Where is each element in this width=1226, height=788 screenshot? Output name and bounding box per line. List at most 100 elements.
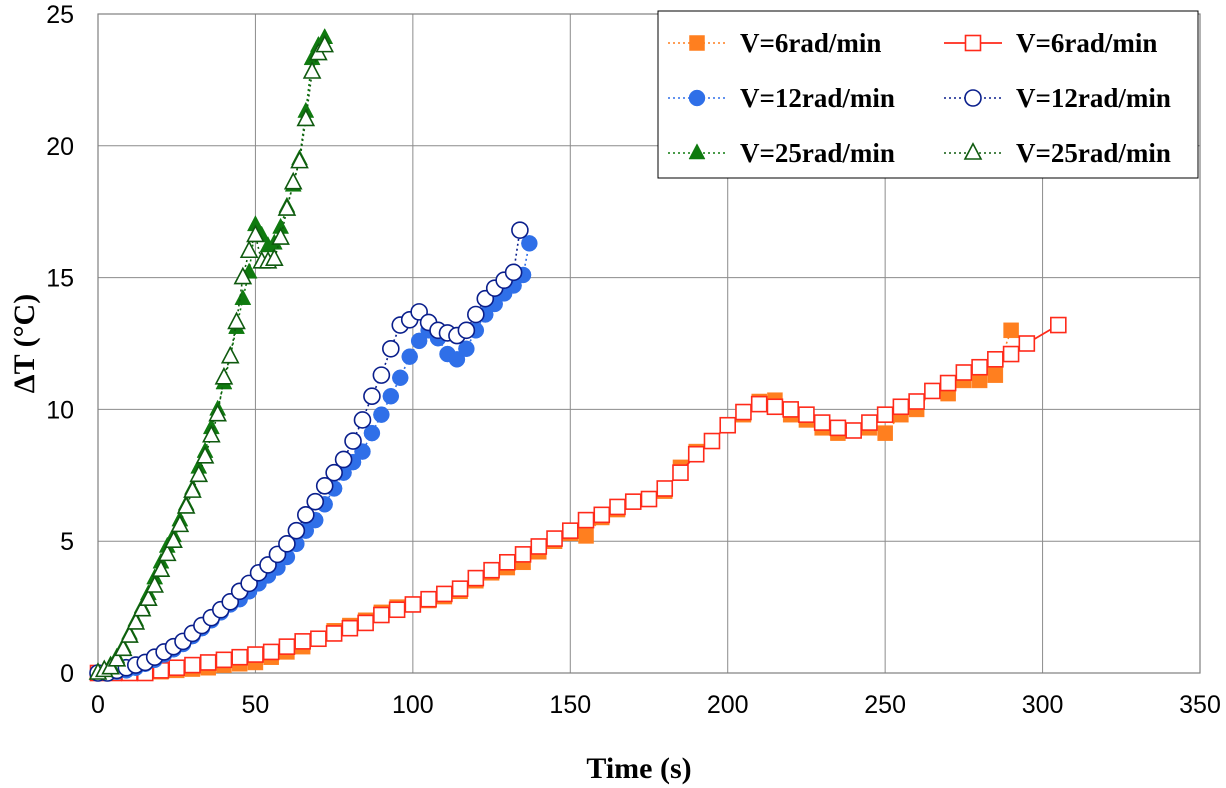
legend-marker-swatch (964, 89, 982, 107)
data-point-square (578, 528, 594, 544)
series-line (98, 230, 521, 674)
data-point-triangle (234, 288, 252, 305)
y-tick-label: 5 (60, 528, 74, 556)
data-point-square (766, 398, 784, 416)
data-point-square (231, 648, 248, 666)
data-point-square (278, 638, 296, 655)
data-point-triangle (195, 445, 215, 464)
data-point-square (199, 654, 217, 671)
data-point-triangle (277, 198, 297, 216)
legend-marker-swatch (963, 142, 983, 160)
data-point-square (530, 538, 548, 555)
data-point-square (357, 614, 374, 632)
legend-marker-swatch (688, 143, 706, 160)
data-point-triangle (107, 648, 127, 667)
legend-marker-swatch (689, 35, 705, 51)
data-point-square (499, 553, 516, 571)
data-point-circle (372, 366, 391, 384)
data-point-triangle (264, 248, 284, 266)
data-point-square (939, 374, 957, 392)
data-point-triangle (271, 227, 290, 245)
legend-box (657, 10, 1199, 179)
data-point-circle (467, 305, 485, 324)
data-point-square (687, 445, 705, 463)
legend-marker-swatch (688, 89, 706, 107)
data-point-triangle (170, 514, 190, 533)
data-point-triangle (315, 34, 335, 53)
data-point-triangle (208, 403, 227, 422)
data-point-square (483, 561, 500, 579)
data-point-square (624, 493, 642, 510)
data-point-square (987, 351, 1004, 368)
y-axis-title: ΔT (°C) (8, 294, 41, 393)
data-point-circle (334, 450, 353, 469)
data-point-square (436, 585, 453, 603)
legend-label: V=25rad/min (740, 138, 895, 168)
legend-item: V=25rad/min (944, 138, 1171, 168)
data-point-square (971, 358, 988, 376)
data-point-triangle (239, 240, 259, 259)
legend-item: V=25rad/min (668, 138, 895, 168)
x-tick-label: 150 (549, 691, 591, 719)
series-3 (89, 221, 529, 682)
y-tick-label: 0 (60, 660, 74, 688)
data-point-square (404, 596, 422, 613)
y-tick-label: 25 (46, 1, 74, 29)
series-4 (89, 27, 334, 680)
data-point-triangle (164, 530, 183, 549)
data-point-triangle (302, 61, 322, 79)
data-point-square (1050, 316, 1067, 334)
data-point-square (845, 422, 862, 439)
series-line (97, 45, 326, 674)
data-point-triangle (151, 559, 171, 577)
data-point-triangle (220, 345, 240, 364)
data-point-triangle (126, 611, 146, 630)
x-tick-label: 200 (707, 691, 749, 719)
data-point-square (672, 464, 689, 481)
data-point-circle (382, 339, 400, 358)
data-point-circle (448, 351, 466, 368)
data-point-square (861, 414, 878, 431)
x-tick-label: 350 (1179, 691, 1221, 719)
data-point-circle (401, 348, 418, 365)
legend-label: V=25rad/min (1016, 138, 1171, 168)
data-point-square (577, 511, 595, 529)
data-point-square (514, 546, 532, 563)
legend-label: V=6rad/min (740, 28, 881, 58)
x-tick-label: 50 (242, 691, 270, 719)
data-point-circle (363, 424, 381, 442)
data-point-square (877, 425, 893, 441)
legend-item: V=12rad/min (944, 83, 1171, 113)
legend-label: V=12rad/min (1016, 83, 1171, 113)
data-point-circle (297, 506, 315, 524)
data-point-square (262, 643, 280, 661)
x-tick-label: 300 (1022, 691, 1064, 719)
data-point-square (703, 432, 721, 450)
legend-label: V=6rad/min (1016, 28, 1157, 58)
data-point-circle (504, 263, 523, 282)
data-point-square (876, 406, 894, 423)
data-point-square (310, 630, 327, 648)
x-tick-label: 250 (864, 691, 906, 719)
data-point-square (215, 651, 233, 669)
data-point-square (325, 625, 343, 642)
data-point-circle (382, 387, 400, 405)
data-point-square (609, 498, 626, 516)
data-point-circle (373, 406, 390, 423)
series-2 (89, 235, 538, 682)
series-line (98, 330, 1012, 674)
series-5 (88, 34, 335, 680)
legend-marker-swatch (964, 34, 982, 52)
data-point-square (955, 364, 973, 381)
data-point-triangle (113, 638, 133, 657)
data-point-triangle (233, 266, 253, 285)
data-point-triangle (145, 575, 164, 593)
data-point-square (546, 530, 563, 547)
series-1 (89, 316, 1067, 682)
data-point-circle (458, 340, 475, 358)
data-point-square (735, 403, 752, 421)
data-point-square (593, 506, 611, 524)
data-point-square (1003, 322, 1019, 339)
data-point-square (782, 401, 799, 418)
data-point-circle (278, 535, 296, 553)
